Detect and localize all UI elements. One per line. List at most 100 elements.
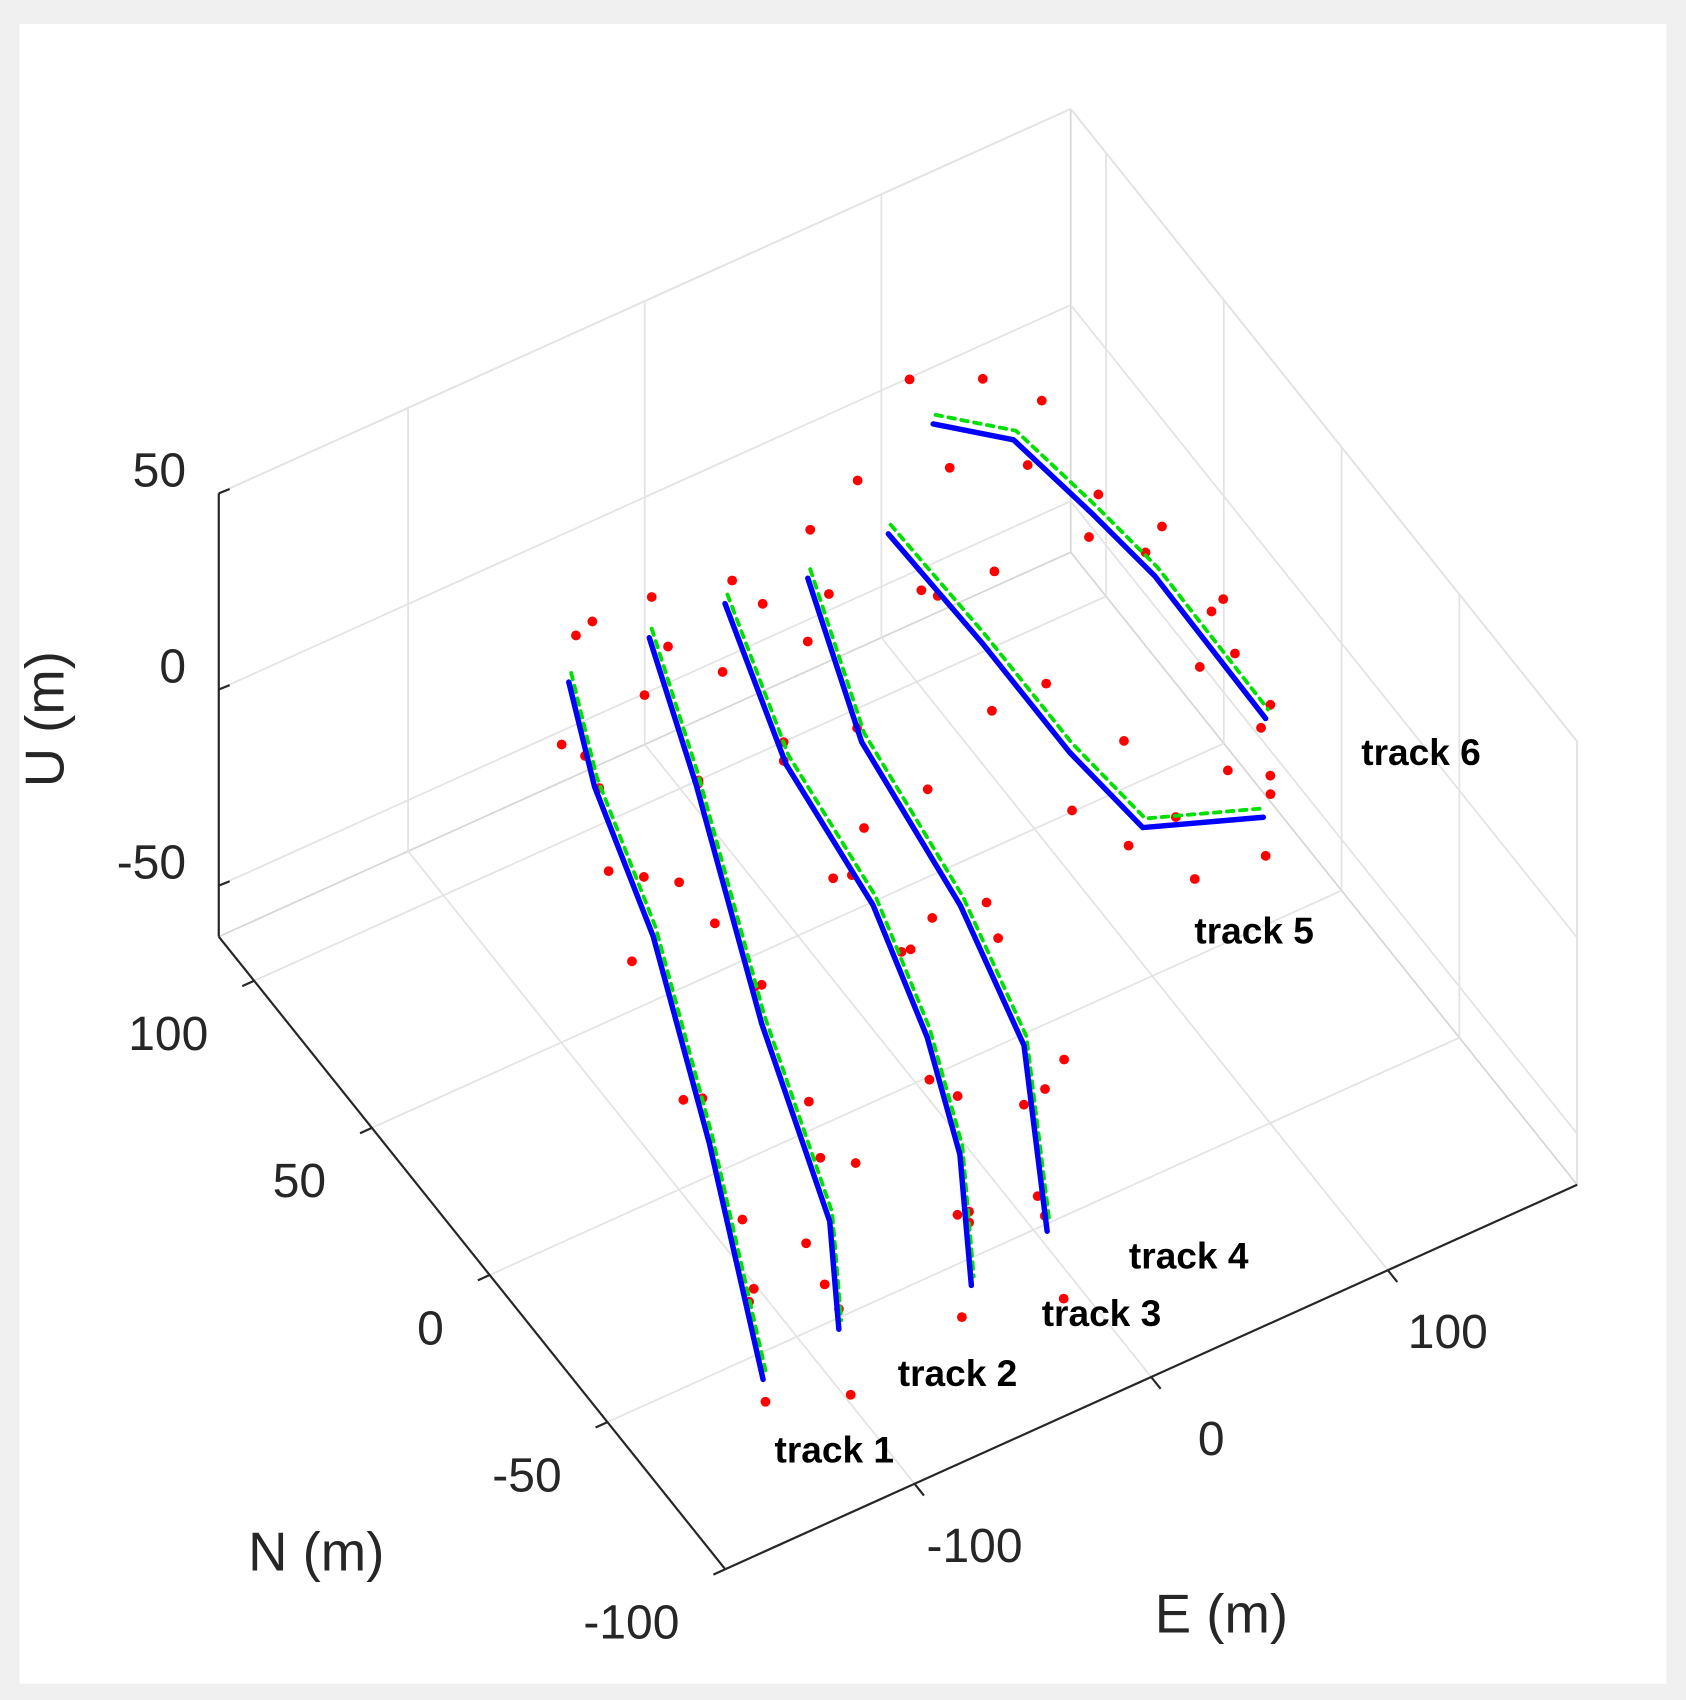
point bbox=[663, 641, 673, 652]
x-tick-label: -100 bbox=[927, 1520, 1023, 1573]
grid-line bbox=[1070, 500, 1578, 1135]
point bbox=[756, 979, 767, 990]
point bbox=[727, 575, 738, 586]
point bbox=[845, 1389, 856, 1400]
x-tick-label: 0 bbox=[1198, 1413, 1225, 1466]
y-axis-label: N (m) bbox=[248, 1522, 384, 1583]
point bbox=[1218, 594, 1229, 605]
point bbox=[956, 1312, 967, 1323]
point bbox=[1093, 489, 1104, 500]
x-axis-line bbox=[724, 1183, 1578, 1571]
grid-line bbox=[1070, 304, 1578, 939]
estimated-track bbox=[722, 600, 975, 1289]
point bbox=[1022, 460, 1033, 470]
point bbox=[993, 933, 1004, 944]
z-tick-label: -50 bbox=[117, 837, 186, 890]
point bbox=[922, 784, 933, 795]
grid-line bbox=[218, 108, 1072, 495]
mark-layer bbox=[556, 373, 1276, 1407]
point bbox=[709, 918, 720, 929]
reference-track bbox=[808, 567, 1052, 1225]
point bbox=[587, 616, 598, 627]
reference-track bbox=[725, 592, 976, 1279]
point bbox=[760, 1396, 771, 1407]
point bbox=[801, 1238, 812, 1249]
point bbox=[805, 524, 816, 535]
point bbox=[1040, 1084, 1050, 1094]
track-label: track 3 bbox=[1042, 1292, 1162, 1334]
y-tick-label: -100 bbox=[583, 1597, 679, 1650]
z-tick bbox=[218, 684, 231, 691]
y-tick-label: -50 bbox=[492, 1449, 561, 1502]
point bbox=[1265, 770, 1276, 781]
x-tick bbox=[913, 1483, 925, 1497]
point bbox=[1194, 662, 1205, 672]
box-edge bbox=[1070, 551, 1578, 1186]
grid-line bbox=[253, 595, 1107, 982]
reference-track bbox=[933, 412, 1270, 712]
track-label: track 6 bbox=[1361, 731, 1481, 773]
grid-line bbox=[1070, 108, 1578, 743]
point bbox=[1265, 789, 1276, 800]
y-tick bbox=[477, 1274, 491, 1282]
point bbox=[717, 667, 728, 677]
point bbox=[1119, 736, 1129, 746]
point bbox=[981, 897, 992, 908]
z-tick bbox=[218, 880, 231, 887]
grid-line bbox=[218, 304, 1072, 691]
point bbox=[986, 705, 997, 716]
point bbox=[850, 1158, 861, 1168]
y-tick-label: 100 bbox=[128, 1008, 208, 1061]
y-tick bbox=[241, 979, 255, 988]
point bbox=[1157, 521, 1167, 532]
point bbox=[1256, 722, 1266, 733]
point bbox=[571, 630, 581, 641]
grid-line bbox=[644, 743, 1152, 1378]
estimated-track bbox=[805, 575, 1050, 1234]
z-axis-label: U (m) bbox=[14, 651, 75, 787]
point bbox=[757, 598, 768, 609]
track-label: track 4 bbox=[1129, 1234, 1249, 1276]
point bbox=[1019, 1099, 1029, 1110]
y-tick-label: 50 bbox=[273, 1155, 326, 1208]
point bbox=[748, 1283, 759, 1294]
estimated-track bbox=[646, 635, 842, 1332]
y-tick-label: 0 bbox=[417, 1302, 444, 1355]
point bbox=[927, 913, 938, 923]
point bbox=[1189, 874, 1200, 884]
track-label: track 2 bbox=[898, 1352, 1018, 1394]
x-tick-label: 100 bbox=[1408, 1306, 1488, 1359]
point bbox=[1230, 648, 1240, 659]
point bbox=[989, 566, 1000, 577]
reference-track bbox=[649, 626, 844, 1323]
point bbox=[815, 1152, 826, 1163]
reference-track bbox=[888, 522, 1268, 821]
estimated-track bbox=[566, 679, 766, 1383]
point bbox=[646, 592, 657, 602]
z-tick-label: 0 bbox=[159, 641, 186, 694]
track-label: track 5 bbox=[1194, 910, 1314, 952]
grid-line bbox=[407, 850, 916, 1485]
point bbox=[1041, 678, 1052, 689]
point bbox=[1222, 765, 1233, 776]
point bbox=[1067, 805, 1077, 816]
point bbox=[1140, 547, 1151, 558]
y-axis-line bbox=[217, 935, 727, 1570]
point bbox=[905, 944, 916, 955]
estimated-track bbox=[930, 421, 1269, 722]
point bbox=[944, 462, 955, 473]
point bbox=[1059, 1054, 1070, 1065]
grid-line bbox=[489, 889, 1342, 1276]
point bbox=[952, 1091, 963, 1101]
point bbox=[802, 636, 813, 647]
point bbox=[737, 1214, 748, 1225]
y-tick bbox=[712, 1568, 726, 1576]
point bbox=[859, 823, 869, 833]
point bbox=[924, 1074, 935, 1085]
point bbox=[952, 1209, 963, 1220]
point bbox=[1084, 532, 1094, 542]
point bbox=[638, 872, 649, 882]
